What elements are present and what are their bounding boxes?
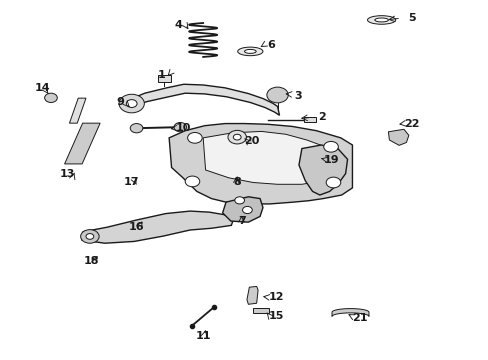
Circle shape [44, 93, 57, 103]
Circle shape [187, 132, 202, 143]
Text: 1: 1 [158, 69, 165, 80]
Text: 15: 15 [268, 311, 283, 321]
Circle shape [81, 230, 99, 243]
Polygon shape [387, 129, 408, 145]
Circle shape [126, 100, 137, 108]
Ellipse shape [237, 47, 263, 56]
Polygon shape [81, 211, 233, 243]
Text: 10: 10 [176, 123, 191, 133]
Text: 5: 5 [407, 13, 415, 23]
Bar [303, 117, 316, 122]
Polygon shape [203, 131, 325, 184]
Text: 2: 2 [318, 112, 325, 122]
Polygon shape [222, 197, 263, 222]
Text: 4: 4 [175, 19, 183, 30]
Text: 6: 6 [267, 40, 275, 50]
Circle shape [242, 206, 252, 213]
Ellipse shape [367, 16, 395, 24]
Bar [158, 75, 170, 82]
Text: 11: 11 [195, 332, 210, 342]
Polygon shape [246, 287, 258, 304]
Text: 9: 9 [116, 97, 124, 107]
Polygon shape [123, 84, 279, 115]
Polygon shape [69, 98, 86, 123]
Bar [253, 308, 268, 313]
Circle shape [174, 122, 186, 132]
Circle shape [86, 234, 94, 239]
Text: 19: 19 [323, 156, 338, 165]
Text: 20: 20 [244, 136, 259, 147]
Text: 18: 18 [83, 256, 99, 266]
Polygon shape [64, 123, 100, 164]
Ellipse shape [374, 18, 387, 22]
Text: 16: 16 [128, 222, 144, 232]
Ellipse shape [244, 49, 256, 53]
Circle shape [234, 197, 244, 204]
Circle shape [119, 94, 144, 113]
Circle shape [266, 87, 287, 103]
Text: 13: 13 [59, 168, 75, 179]
Circle shape [227, 130, 246, 144]
Circle shape [325, 177, 340, 188]
Text: 22: 22 [404, 118, 419, 129]
Text: 7: 7 [238, 216, 245, 226]
Circle shape [130, 123, 142, 133]
Circle shape [323, 141, 338, 152]
Circle shape [233, 134, 241, 140]
Text: 14: 14 [35, 83, 50, 93]
Text: 21: 21 [352, 312, 367, 323]
Circle shape [185, 176, 200, 187]
Polygon shape [298, 145, 347, 195]
Polygon shape [331, 309, 368, 316]
Text: 3: 3 [294, 91, 301, 101]
Polygon shape [169, 123, 352, 204]
Text: 8: 8 [233, 177, 241, 187]
Text: 12: 12 [268, 292, 283, 302]
Text: 17: 17 [123, 177, 139, 187]
